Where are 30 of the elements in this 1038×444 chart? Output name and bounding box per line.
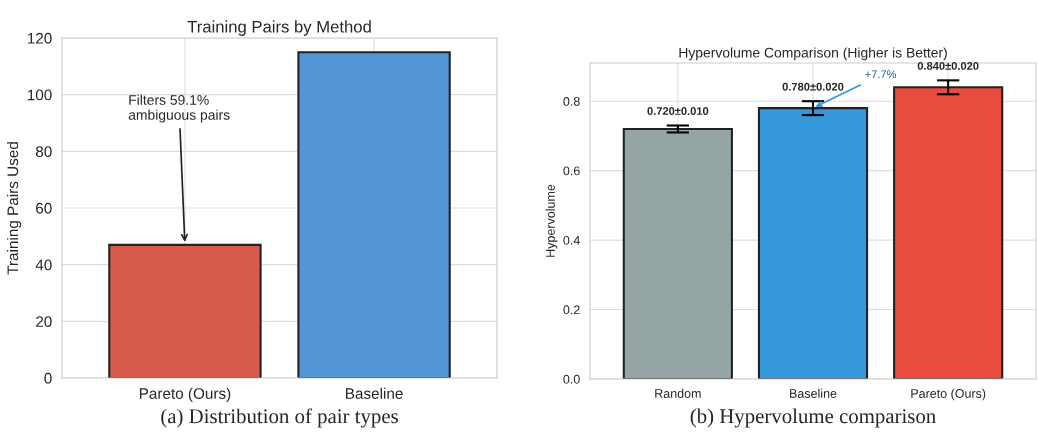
- y-tick-label: 0: [44, 372, 52, 384]
- text: (b) Hypervolume comparison: [690, 408, 936, 428]
- text: (a) Distribution of pair types: [161, 408, 398, 428]
- y-tick-label: 0.2: [563, 305, 580, 315]
- x-tick-label: Baseline: [790, 388, 837, 398]
- y-tick-label: 100: [27, 89, 52, 101]
- x-tick-label: Random: [655, 388, 701, 398]
- data-label: 0.780±0.020: [782, 82, 844, 91]
- annotation: Filters 59.1% ambiguous pairs: [128, 94, 230, 123]
- y-tick-label: 80: [35, 146, 52, 158]
- y-tick-label: 0.0: [563, 374, 580, 384]
- data-label: 0.720±0.010: [647, 107, 709, 115]
- y-tick-label: 0.8: [563, 97, 580, 106]
- y-tick-label: 120: [27, 32, 52, 44]
- y-axis-title: Training Pairs Used: [6, 142, 22, 275]
- y-tick-label: 0.4: [563, 235, 580, 245]
- bar: [622, 127, 733, 379]
- y-tick-label: 0.6: [563, 166, 580, 176]
- data-label: 0.840±0.020: [917, 61, 979, 70]
- chart-title: Hypervolume Comparison (Higher is Better): [679, 47, 947, 61]
- y-tick-label: 60: [36, 202, 52, 214]
- x-tick-label: Pareto (Ours): [911, 388, 986, 401]
- y-axis-title: Hypervolume: [545, 184, 558, 257]
- annotation: +7.7%: [865, 70, 897, 79]
- bar: [893, 86, 1004, 379]
- x-tick-label: Pareto (Ours): [139, 387, 231, 402]
- chart-title: Training Pairs by Method: [187, 20, 371, 36]
- y-tick-label: 40: [35, 259, 52, 271]
- x-tick-label: Baseline: [346, 387, 403, 399]
- y-tick-label: 20: [36, 316, 52, 328]
